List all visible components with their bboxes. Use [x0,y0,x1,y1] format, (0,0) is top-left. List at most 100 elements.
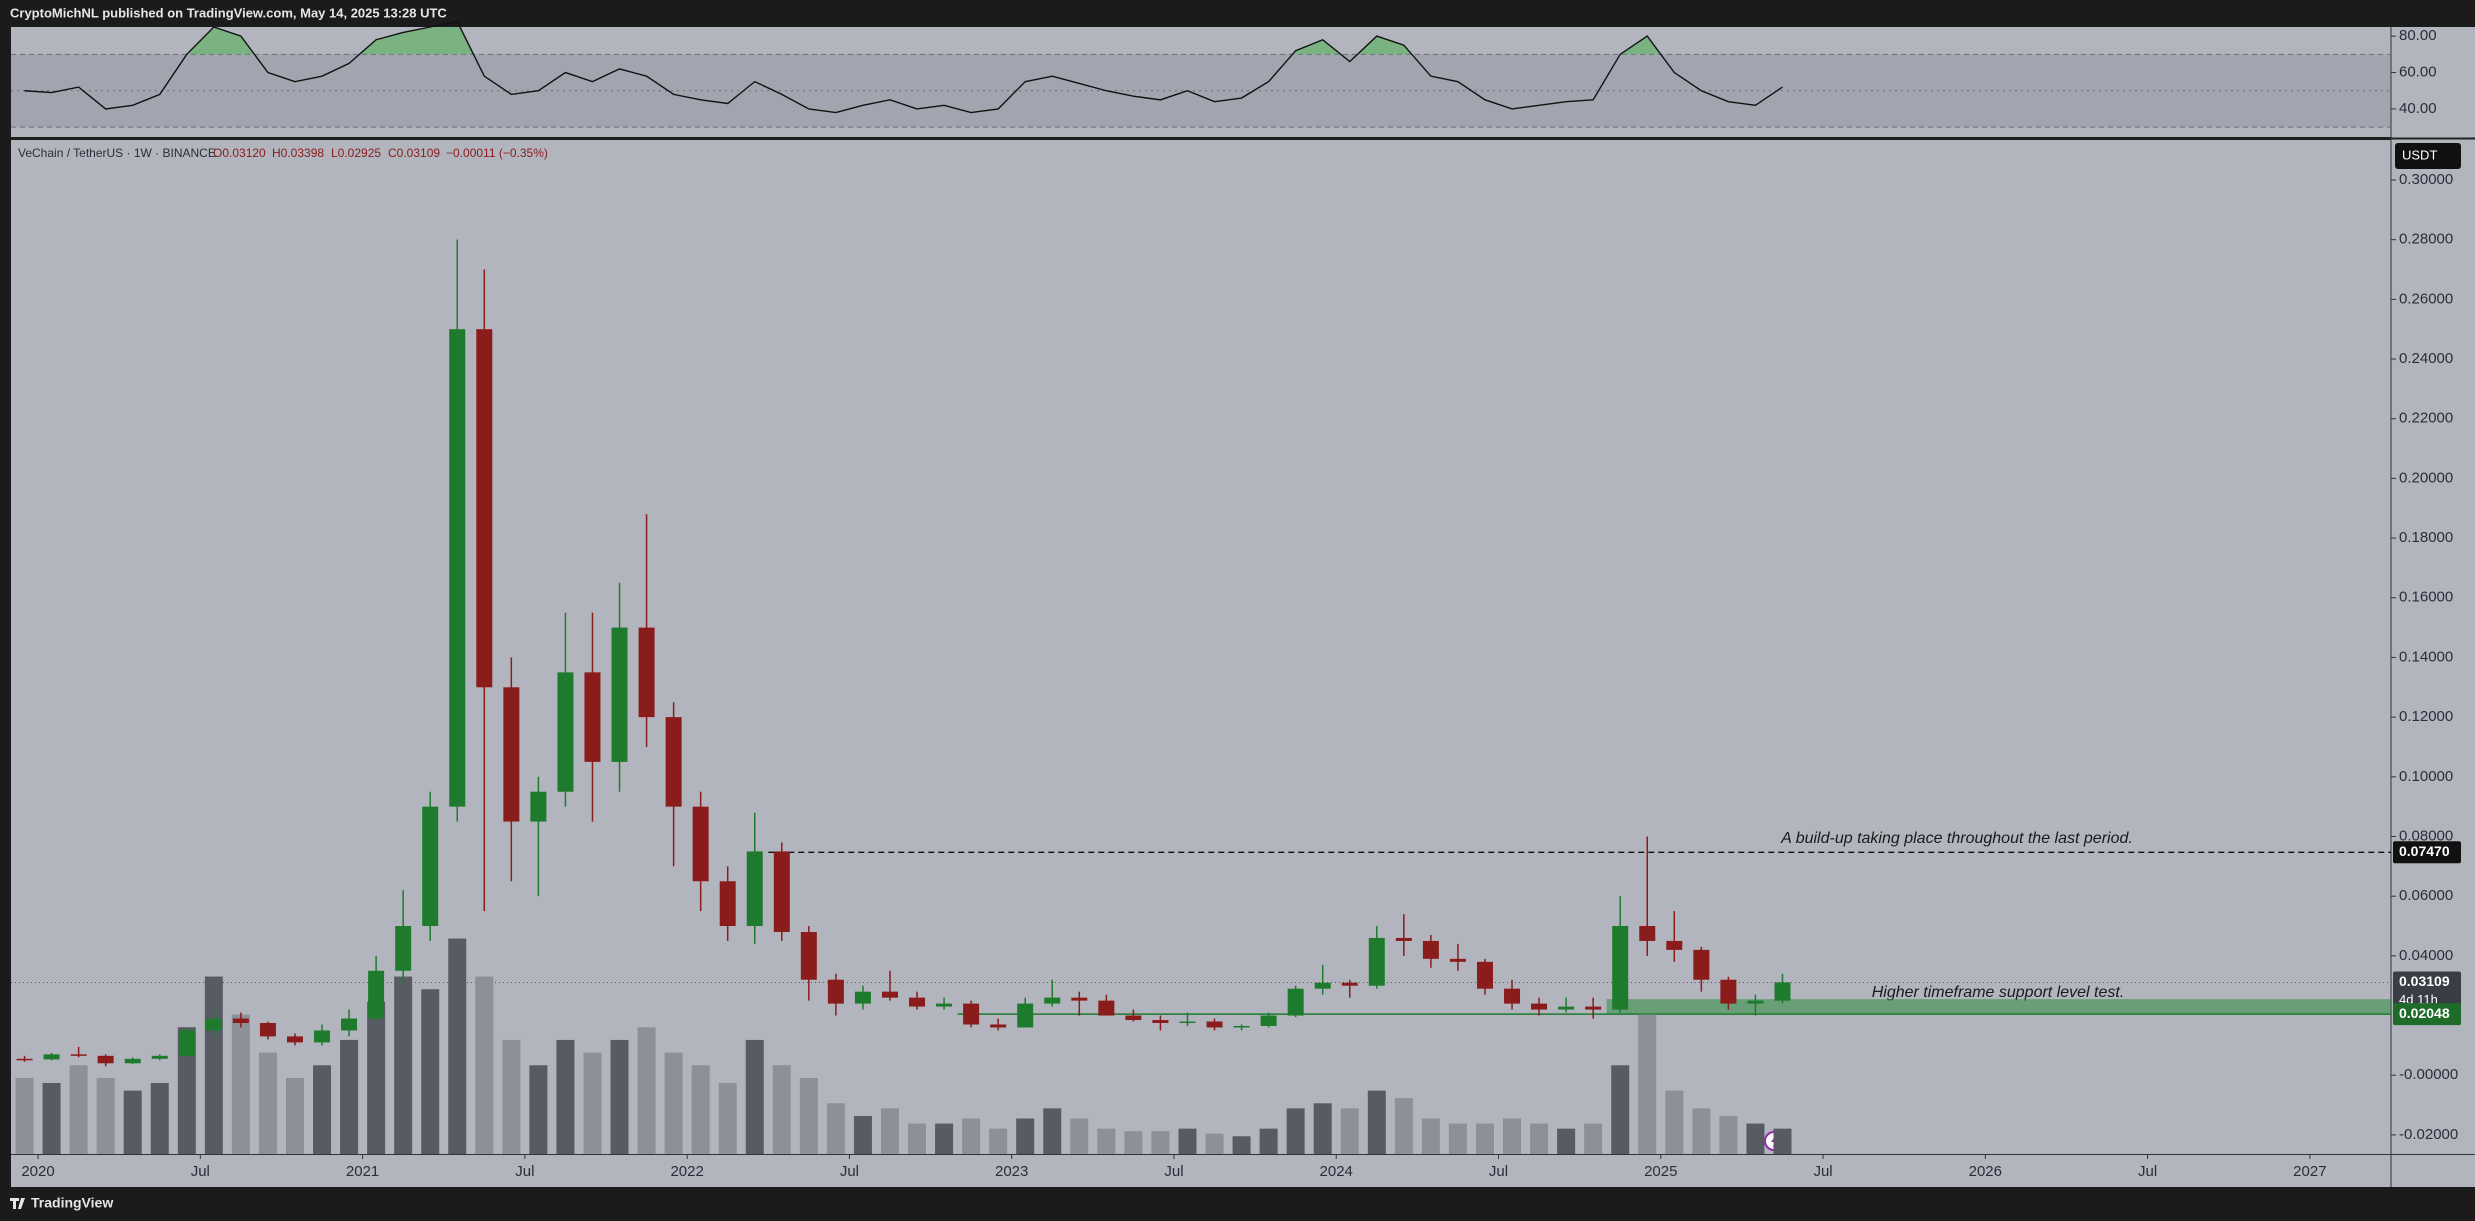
y-tick-label: -0.00000 [2399,1066,2458,1083]
candle-body [1341,982,1358,986]
volume-bar [1611,1065,1630,1154]
x-tick-label: Jul [2138,1163,2157,1180]
y-tick-label: 0.24000 [2399,350,2453,367]
y-tick-label: 0.16000 [2399,589,2453,606]
volume-bar [691,1065,710,1154]
volume-bar [989,1128,1008,1154]
y-tick-label: 0.04000 [2399,947,2453,964]
candle-body [1585,1006,1602,1010]
candle-body [124,1058,141,1064]
volume-bar [313,1065,332,1154]
volume-bar [880,1108,899,1154]
volume-bar [1638,1014,1657,1154]
candle-body [16,1058,33,1061]
footer: TradingView [31,1195,113,1211]
candle-body [1071,997,1088,1001]
y-tick-label: 0.18000 [2399,529,2453,546]
volume-bar [1070,1118,1089,1154]
volume-bar [718,1083,737,1154]
candle-body [1260,1015,1277,1026]
y-tick-label: 0.28000 [2399,231,2453,248]
x-tick-label: 2026 [1969,1163,2002,1180]
y-tick-label: -0.02000 [2399,1126,2458,1143]
candle-body [1314,982,1331,989]
candle-body [1206,1021,1223,1028]
volume-bar [1124,1131,1143,1154]
volume-bar [1151,1131,1170,1154]
volume-bar [664,1052,683,1154]
currency-tag [2395,143,2461,169]
x-tick-label: Jul [1489,1163,1508,1180]
volume-bar [177,1027,196,1154]
candle-body [1774,982,1791,1001]
volume-bar [1557,1128,1576,1154]
volume-bar [340,1039,359,1154]
legend-change: −0.00011 (−0.35%) [446,146,548,160]
candle-body [800,931,817,980]
candle-body [1476,961,1493,989]
x-tick-label: 2021 [346,1163,379,1180]
candle-body [1395,937,1412,941]
candle-body [1531,1003,1548,1010]
candle-body [1287,988,1304,1016]
candle-body [1422,940,1439,959]
y-tick-label: 0.12000 [2399,708,2453,725]
candle-body [1612,926,1629,1010]
support-label: 0.02048 [2399,1005,2450,1021]
volume-bar [1232,1136,1251,1154]
legend-low: L0.02925 [331,146,381,160]
candle-body [692,806,709,882]
y-tick-label: 0.14000 [2399,648,2453,665]
plot: 0.30000 0.28000 0.26000 0.24000 0.22000 0.200… [11,20,2461,1180]
y-tick-label: 0.08000 [2399,827,2453,844]
volume-bar [421,989,440,1154]
volume-bar [502,1039,521,1154]
volume-bar [150,1083,169,1154]
candle-body [178,1030,195,1056]
support-zone [1606,999,2391,1015]
volume-bar [826,1103,845,1154]
rsi-tick-label: 40.00 [2399,100,2437,117]
volume-bar [258,1052,277,1154]
rsi-tick-label: 60.00 [2399,63,2437,80]
candle-body [449,329,466,807]
candle-body [1044,997,1061,1004]
x-tick-label: Jul [840,1163,859,1180]
volume-bar [556,1039,575,1154]
volume-bar [1584,1123,1603,1154]
time-axis [11,1155,2391,1187]
volume-bar [1313,1103,1332,1154]
x-tick-label: Jul [515,1163,534,1180]
volume-bar [1367,1090,1386,1154]
candle-body [1017,1003,1034,1028]
volume-bar [853,1115,872,1154]
volume-bar [285,1077,304,1154]
candle-body [422,806,439,927]
x-tick-label: 2025 [1644,1163,1677,1180]
x-tick-label: 2023 [995,1163,1028,1180]
volume-bar [15,1077,34,1154]
x-tick-label: Jul [1164,1163,1183,1180]
header: CryptoMichNL published on TradingView.co… [10,5,447,20]
rsi-tick-label: 80.00 [2399,27,2437,44]
volume-bar [1178,1128,1197,1154]
volume-bar [1692,1108,1711,1154]
volume-bar [1394,1098,1413,1154]
volume-bar [799,1077,818,1154]
x-tick-label: 2024 [1320,1163,1353,1180]
volume-bar [529,1065,548,1154]
annotation: Higher timeframe support level test. [1872,984,2125,1001]
candle-body [854,991,871,1004]
candle-body [151,1055,168,1059]
candle-body [746,851,763,927]
x-tick-label: 2027 [2293,1163,2326,1180]
volume-bar [69,1065,88,1154]
volume-bar [1205,1133,1224,1154]
candle-body [205,1018,222,1031]
x-tick-label: 2020 [21,1163,54,1180]
volume-bar [1448,1123,1467,1154]
candle-body [314,1030,331,1043]
candle-body [611,627,628,762]
candle-body [1152,1020,1169,1023]
